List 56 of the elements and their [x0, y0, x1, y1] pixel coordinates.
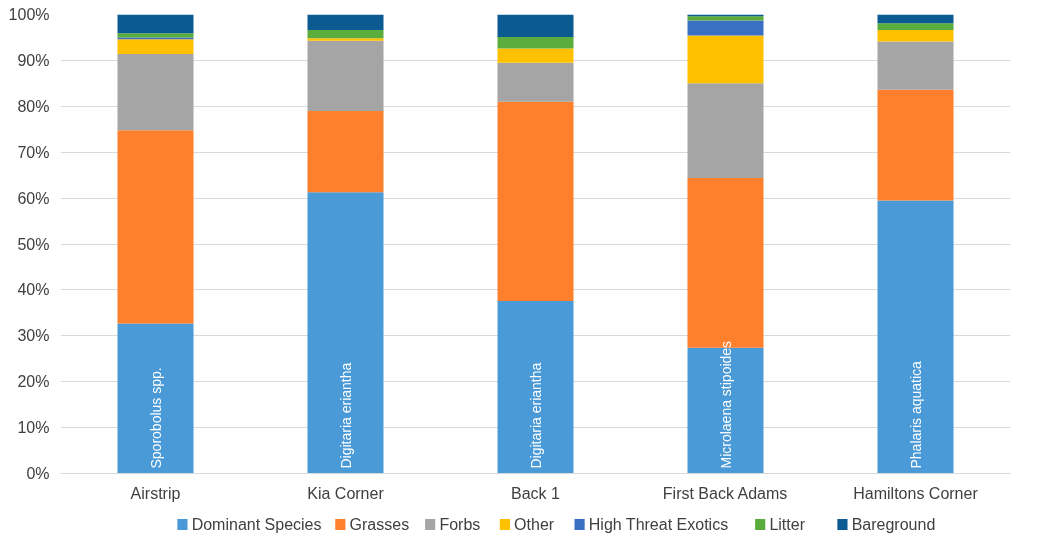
x-tick-label: Back 1: [511, 484, 561, 502]
bar: [877, 89, 954, 201]
bar: [877, 14, 954, 24]
y-tick-label: 40%: [17, 281, 50, 299]
y-tick-label: 100%: [8, 6, 50, 23]
y-tick-label: 30%: [17, 327, 50, 345]
bar: [307, 110, 384, 193]
x-tick-label: Airstrip: [130, 484, 181, 502]
bar: [117, 130, 194, 324]
y-tick-label: 10%: [17, 419, 50, 437]
y-tick-label: 20%: [17, 373, 50, 391]
bar: [117, 33, 194, 38]
bar: [687, 20, 764, 36]
bar: [497, 62, 574, 102]
legend-label: Forbs: [439, 516, 481, 533]
bar: [117, 14, 194, 34]
bar: [687, 35, 764, 84]
bar: [497, 101, 574, 301]
annotation: Sporobolus spp.: [147, 367, 164, 469]
legend-label: Litter: [769, 516, 806, 533]
x-tick-label: First Back Adams: [662, 484, 788, 502]
bar: [687, 16, 764, 21]
bar: [687, 83, 764, 178]
bar: [877, 23, 954, 31]
y-tick-label: 60%: [17, 189, 50, 207]
y-tick-label: 50%: [17, 235, 50, 253]
annotation: Digitaria eriantha: [527, 362, 544, 469]
y-tick-label: 70%: [17, 143, 50, 161]
bar: [307, 30, 384, 39]
bar: [877, 30, 954, 42]
bar: [497, 14, 574, 37]
bar: [877, 41, 954, 90]
bar: [497, 36, 574, 49]
bar: [117, 323, 194, 474]
legend-label: Dominant Species: [191, 516, 322, 533]
annotation: Digitaria eriantha: [337, 362, 354, 469]
legend-label: Other: [514, 516, 555, 533]
x-tick-label: Hamiltons Corner: [853, 484, 979, 502]
bar: [307, 14, 384, 31]
bar: [117, 39, 194, 54]
legend-label: Bareground: [851, 516, 936, 533]
legend-label: Grasses: [349, 516, 410, 533]
y-tick-label: 80%: [17, 97, 50, 115]
bar: [307, 38, 384, 41]
y-tick-label: 90%: [17, 51, 50, 69]
x-tick-label: Kia Corner: [307, 484, 385, 502]
bar: [497, 300, 574, 474]
annotation: Microlaena stipoides: [717, 340, 734, 469]
legend-label: High Threat Exotics: [588, 516, 729, 533]
y-tick-label: 0%: [26, 465, 50, 482]
bar: [307, 192, 384, 474]
bar: [117, 53, 194, 131]
bar: [497, 48, 574, 63]
bar: [307, 40, 384, 111]
bar: [877, 200, 954, 474]
annotation: Phalaris aquatica: [907, 360, 924, 469]
